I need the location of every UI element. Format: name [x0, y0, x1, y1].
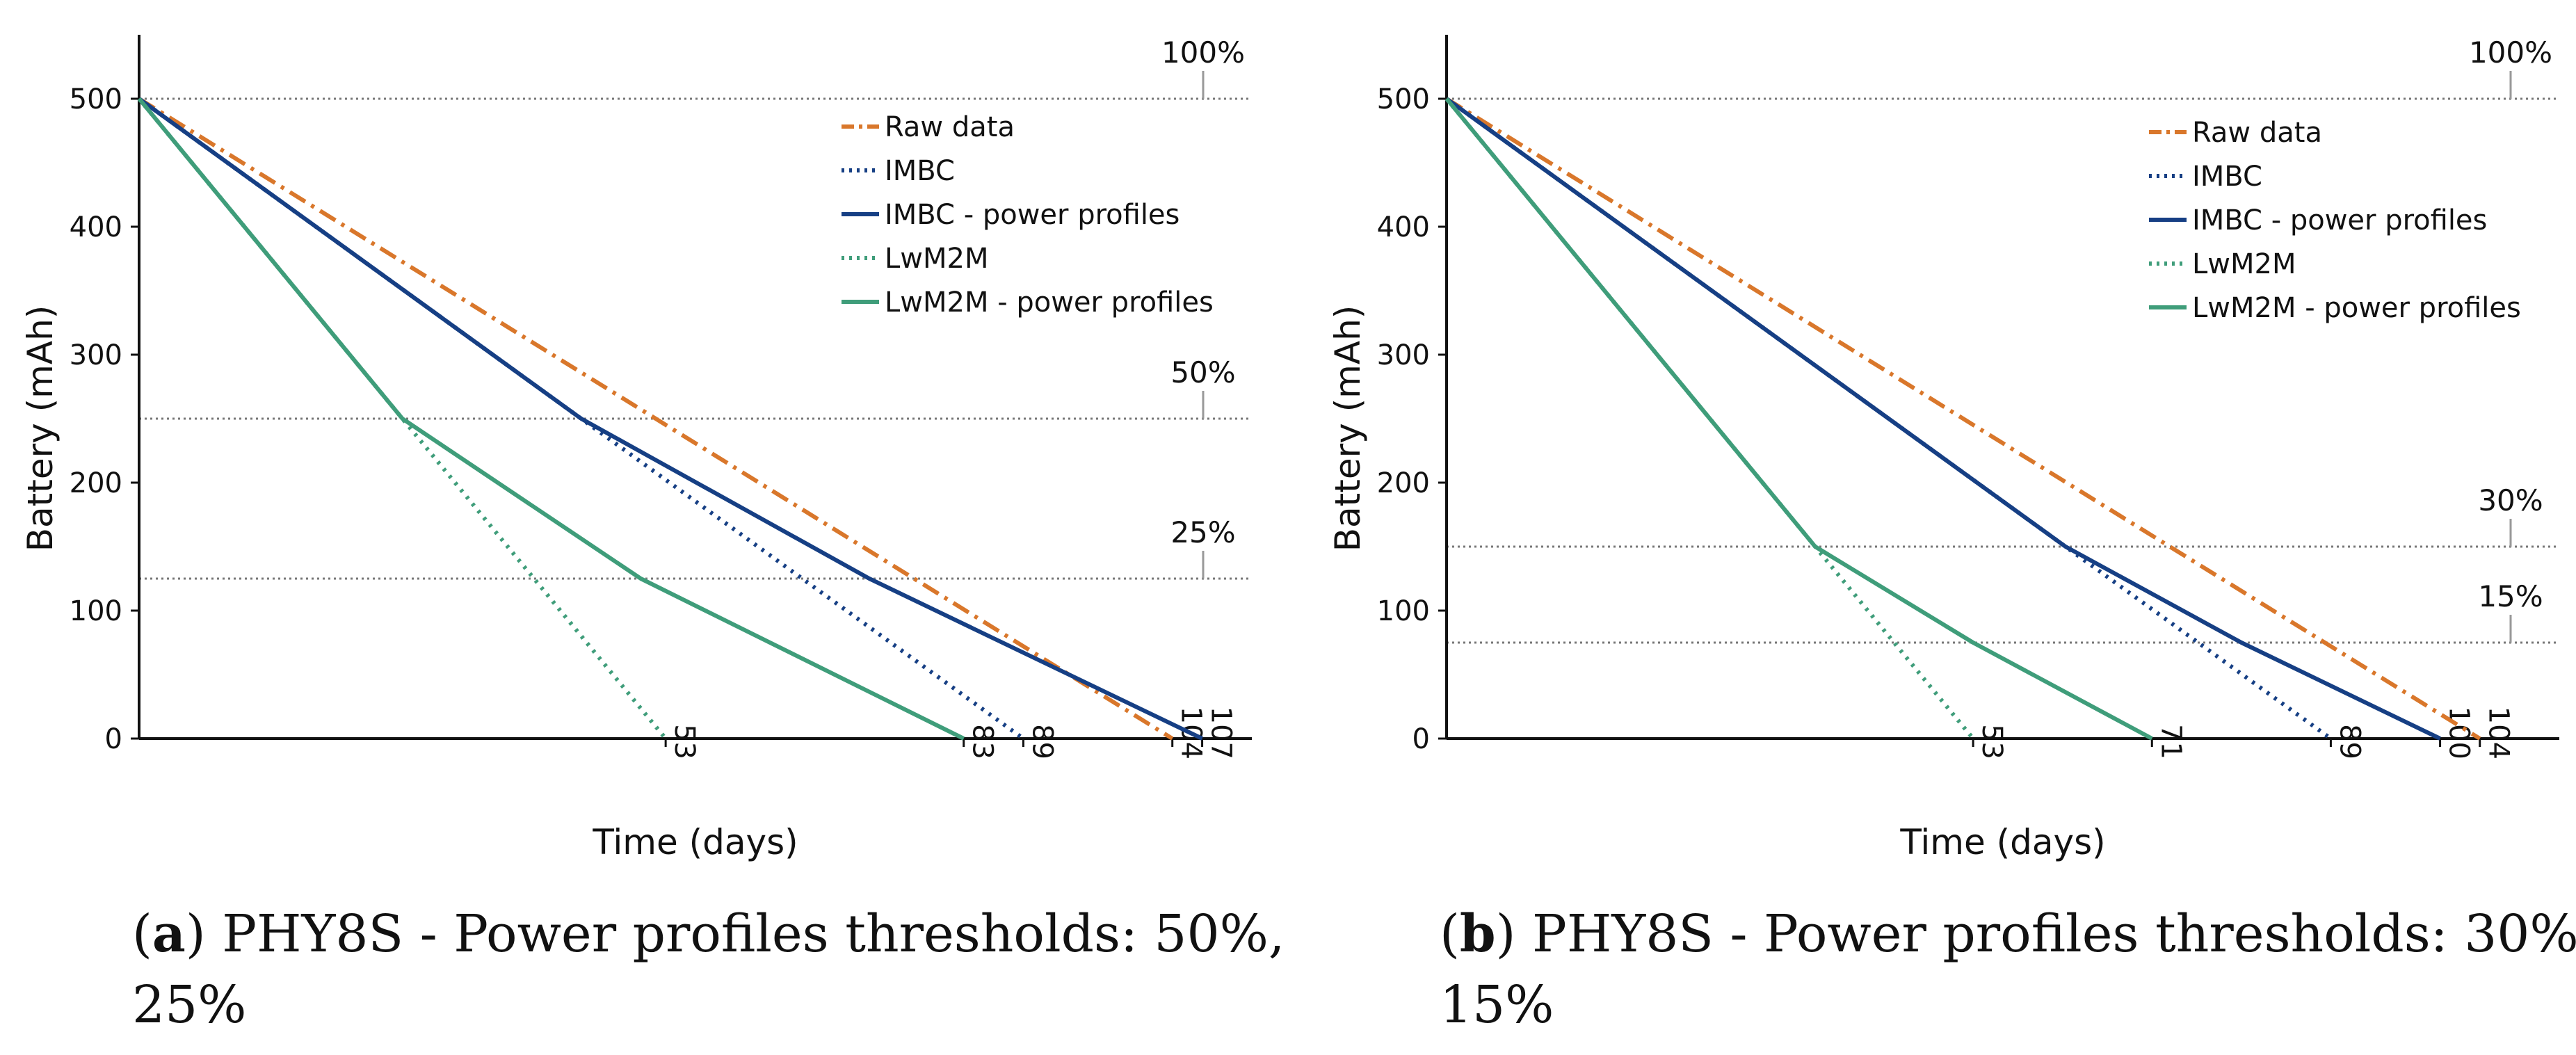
caption-line-2: 25% — [132, 975, 246, 1035]
threshold-label: 50% — [1170, 355, 1235, 389]
y-tick-label: 500 — [70, 83, 122, 115]
threshold-label: 15% — [2478, 579, 2543, 613]
legend-label: IMBC — [2192, 161, 2262, 193]
legend-label: IMBC — [885, 155, 955, 187]
caption-paren-close: ) — [186, 904, 206, 964]
threshold-label: 25% — [1170, 515, 1235, 549]
x-tick-label: 100 — [2443, 707, 2475, 759]
x-tick-label: 89 — [1026, 724, 1058, 759]
legend-label: IMBC - power profiles — [2192, 204, 2487, 236]
series-line-imbc-power-profiles — [138, 97, 1203, 741]
x-axis-label: Time (days) — [1899, 822, 2105, 862]
x-tick-label: 83 — [967, 724, 999, 759]
legend-label: IMBC - power profiles — [885, 199, 1180, 231]
threshold-label: 30% — [2478, 483, 2543, 517]
series-line-raw-data — [138, 97, 1174, 741]
legend-label: LwM2M - power profiles — [2192, 292, 2521, 324]
x-axis-label: Time (days) — [592, 822, 798, 862]
legend-label: LwM2M — [2192, 248, 2296, 280]
caption-text: PHY8S - Power profiles thresholds: 50%, — [206, 904, 1285, 964]
series-line-raw-data — [1445, 97, 2481, 741]
y-tick-label: 400 — [70, 211, 122, 243]
x-tick-label: 53 — [668, 724, 700, 759]
legend-label: LwM2M — [885, 243, 988, 275]
y-tick-label: 100 — [70, 595, 122, 627]
series-line-lwm2m-power-profiles — [1444, 97, 2153, 741]
y-tick-label: 100 — [1377, 595, 1430, 627]
caption-line-2: 15% — [1440, 975, 1554, 1035]
y-tick-label: 500 — [1377, 83, 1430, 115]
y-axis-label: Battery (mAh) — [1328, 305, 1368, 552]
legend-label: Raw data — [885, 111, 1015, 143]
series-line-lwm2m-power-profiles — [137, 97, 965, 741]
caption-text: PHY8S - Power profiles thresholds: 30%, — [1516, 904, 2576, 964]
y-tick-label: 200 — [1377, 467, 1430, 499]
x-tick-label: 89 — [2333, 724, 2365, 759]
threshold-label: 100% — [1161, 35, 1245, 70]
caption-paren-open: ( — [1440, 904, 1460, 964]
caption-paren-open: ( — [132, 904, 152, 964]
y-tick-label: 0 — [105, 723, 122, 755]
threshold-label: 100% — [2469, 35, 2552, 70]
legend-label: LwM2M - power profiles — [885, 287, 1214, 319]
legend-label: Raw data — [2192, 117, 2322, 149]
caption-paren-close: ) — [1496, 904, 1516, 964]
x-tick-label: 104 — [2483, 707, 2515, 759]
caption-line-1: (b) PHY8S - Power profiles thresholds: 3… — [1440, 904, 2576, 964]
y-axis-label: Battery (mAh) — [20, 305, 61, 552]
x-tick-label: 107 — [1205, 707, 1237, 759]
caption-line-1: (a) PHY8S - Power profiles thresholds: 5… — [132, 904, 1285, 964]
y-tick-label: 200 — [70, 467, 122, 499]
y-tick-label: 300 — [70, 339, 122, 371]
x-tick-label: 53 — [1976, 724, 2008, 759]
y-tick-label: 0 — [1412, 723, 1430, 755]
y-tick-label: 400 — [1377, 211, 1430, 243]
caption-panel-label: b — [1460, 904, 1496, 964]
series-line-imbc-power-profiles — [1445, 97, 2441, 741]
x-tick-label: 71 — [2155, 724, 2187, 759]
y-tick-label: 300 — [1377, 339, 1430, 371]
caption-panel-label: a — [152, 904, 186, 964]
